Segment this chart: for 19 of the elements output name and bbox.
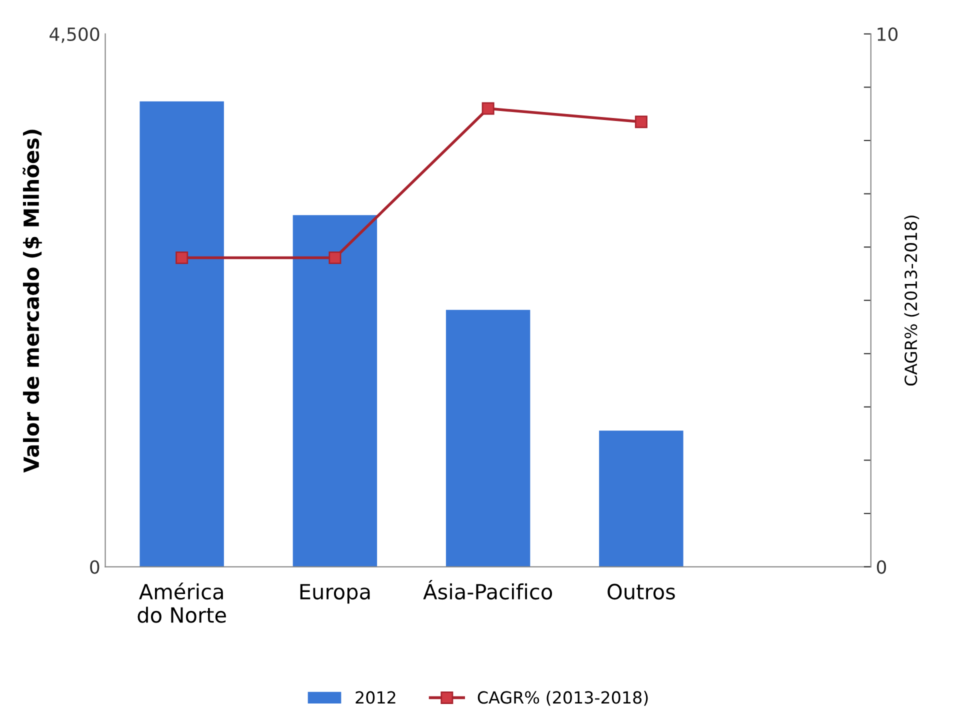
x-tick-label: Ásia-Pacifico [423, 580, 552, 600]
legend-label: CAGR% (2013-2018) [478, 690, 648, 706]
point [634, 116, 648, 128]
x-tick-label: América do Norte [138, 582, 226, 623]
y2-tick-label: 10 [878, 27, 898, 42]
x-tick-label: Europa [300, 584, 370, 604]
y2-tick-label: 0 [876, 560, 886, 574]
bar [140, 101, 224, 567]
point [328, 251, 342, 264]
x-tick-label: Outros [608, 584, 675, 600]
y2-axis-title: CAGR% (2013-2018) [904, 216, 920, 386]
point [482, 102, 494, 115]
legend-label: 2012 [356, 691, 396, 704]
bar [599, 430, 684, 567]
bar [446, 310, 530, 567]
y-axis-title: Valor de mercado ($ Milhões) [22, 130, 42, 473]
point [176, 251, 188, 264]
y-tick-label: 4,500 [50, 27, 100, 43]
bar [292, 215, 378, 567]
